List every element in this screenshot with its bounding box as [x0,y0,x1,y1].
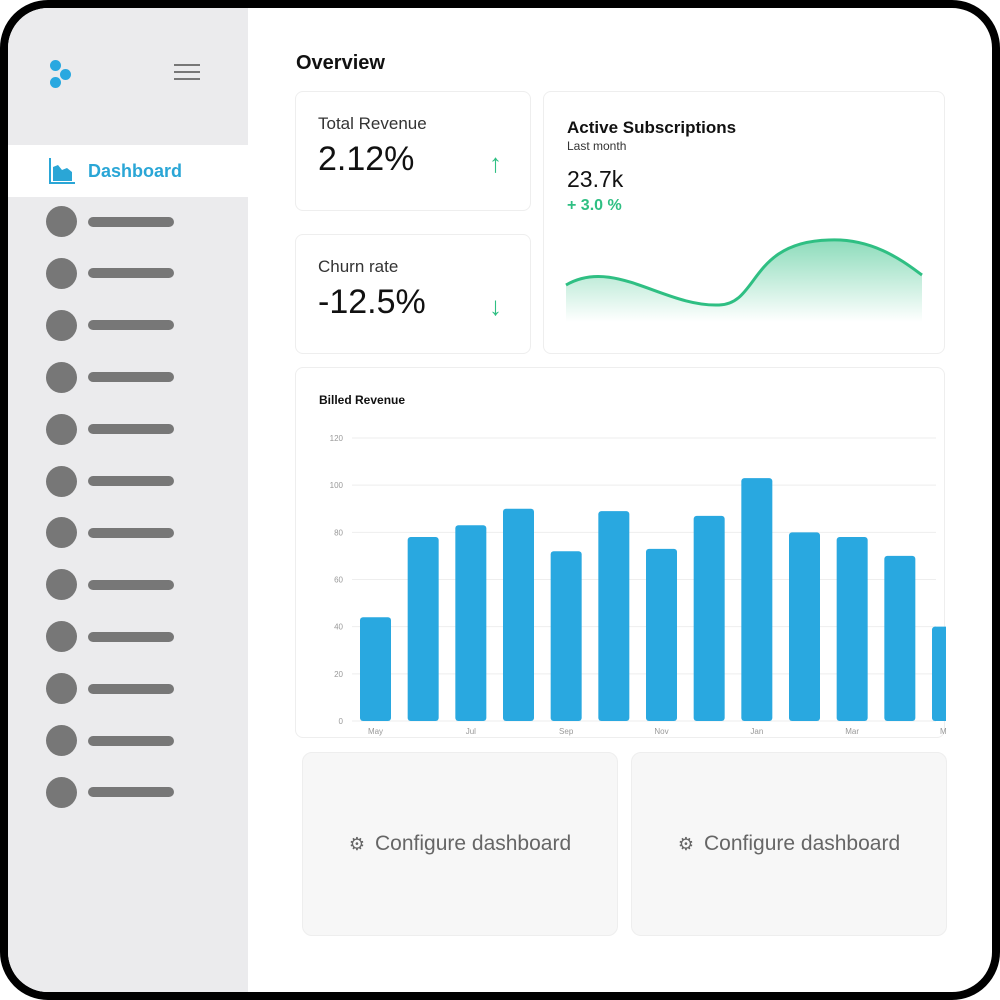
nav-icon-placeholder [46,517,77,549]
sidebar-item-placeholder[interactable] [46,465,174,497]
nav-icon-placeholder [46,257,77,289]
nav-label-placeholder [88,579,174,590]
bar [741,478,773,721]
x-tick-label: Jul [466,727,476,736]
page-title: Overview [296,52,385,74]
nav-label-placeholder [88,476,174,486]
area-chart-icon [49,158,75,184]
bar [646,548,677,721]
y-tick-label: 40 [334,623,343,632]
nav-label-placeholder [88,683,174,694]
sidebar: Dashboard [8,8,248,992]
nav-label-placeholder [88,424,174,435]
y-tick-label: 100 [330,481,344,490]
hamburger-menu-icon[interactable] [174,64,200,82]
bar [836,537,868,721]
nav-icon-placeholder [46,621,77,653]
bar [598,511,630,721]
sidebar-item-placeholder[interactable] [46,673,174,705]
nav-icon-placeholder [46,361,77,393]
x-tick-label: Mar [845,727,859,736]
bar [455,525,487,721]
y-tick-label: 80 [334,528,343,537]
bar [407,537,439,721]
kpi-value: -12.5% [318,283,426,321]
nav-icon-placeholder [46,725,77,756]
kpi-value: 2.12% [318,140,415,178]
kpi-label: Churn rate [318,257,399,276]
sidebar-item-placeholder[interactable] [46,206,174,237]
x-tick-label: Nov [654,727,668,736]
billed-revenue-chart: 0 20 40 60 80 100 120 May Jul Sep Nov Jan Mar May [330,434,946,736]
chart-title: Billed Revenue [319,393,406,407]
subscriptions-sparkline [565,238,923,322]
nav-label-placeholder [88,320,174,331]
x-tick-label: May [368,727,383,736]
gear-icon: ⚙ [677,833,694,854]
y-tick-label: 20 [334,670,343,679]
x-tick-label: Jan [750,727,763,736]
nav-label-placeholder [88,527,174,538]
y-tick-label: 60 [334,576,343,585]
bar [932,626,946,721]
nav-label-placeholder [88,372,174,383]
nav-icon-placeholder [46,465,77,497]
sidebar-item-placeholder[interactable] [46,621,174,653]
nav-label-placeholder [88,216,174,227]
nav-label-placeholder [88,268,174,279]
nav-label-placeholder [88,631,174,642]
subscriptions-value: 23.7k [567,166,624,192]
nav-label-placeholder [88,735,174,746]
billed-revenue-card: Billed Revenue 0 20 40 60 80 100 120 May Jul Sep N… [295,367,946,738]
bar [360,617,391,721]
gear-icon: ⚙ [348,833,365,854]
bar [503,508,534,721]
configure-dashboard-button[interactable]: ⚙ Configure dashboard [631,752,947,936]
active-subscriptions-card: Active Subscriptions Last month 23.7k + … [543,91,945,354]
nav-icon-placeholder [46,673,77,705]
card-title: Active Subscriptions [567,118,737,137]
sidebar-item-placeholder[interactable] [46,413,174,445]
y-tick-label: 0 [339,717,344,726]
nav-icon-placeholder [46,206,77,237]
sidebar-item-dashboard[interactable]: Dashboard [8,145,248,197]
total-revenue-card: Total Revenue 2.12% ↑ [295,91,531,211]
bar [693,515,725,721]
sidebar-item-placeholder[interactable] [46,257,174,289]
nav-label-placeholder [88,787,174,798]
subscriptions-change: + 3.0 % [567,197,622,214]
nav-icon-placeholder [46,413,77,445]
logo-icon [48,58,78,98]
x-tick-label: May [940,727,946,736]
arrow-down-icon: ↓ [489,291,502,321]
sidebar-item-placeholder[interactable] [46,309,174,341]
sidebar-item-placeholder[interactable] [46,517,174,549]
card-subtitle: Last month [567,139,627,153]
sidebar-item-placeholder[interactable] [46,776,174,808]
y-tick-label: 120 [330,434,344,443]
bar [550,551,582,721]
sidebar-item-placeholder[interactable] [46,725,174,756]
nav-icon-placeholder [46,776,77,808]
sidebar-item-label: Dashboard [88,160,183,181]
churn-rate-card: Churn rate -12.5% ↓ [295,234,531,354]
sidebar-item-placeholder[interactable] [46,569,174,601]
configure-dashboard-button[interactable]: ⚙ Configure dashboard [302,752,618,936]
sidebar-item-placeholder[interactable] [46,361,174,393]
configure-label: Configure dashboard [704,832,901,855]
nav-icon-placeholder [46,309,77,341]
nav-icon-placeholder [46,569,77,601]
kpi-label: Total Revenue [318,114,427,133]
configure-label: Configure dashboard [375,832,572,855]
arrow-up-icon: ↑ [489,148,502,178]
bar [789,532,820,721]
bar [884,555,916,721]
x-tick-label: Sep [559,727,574,736]
